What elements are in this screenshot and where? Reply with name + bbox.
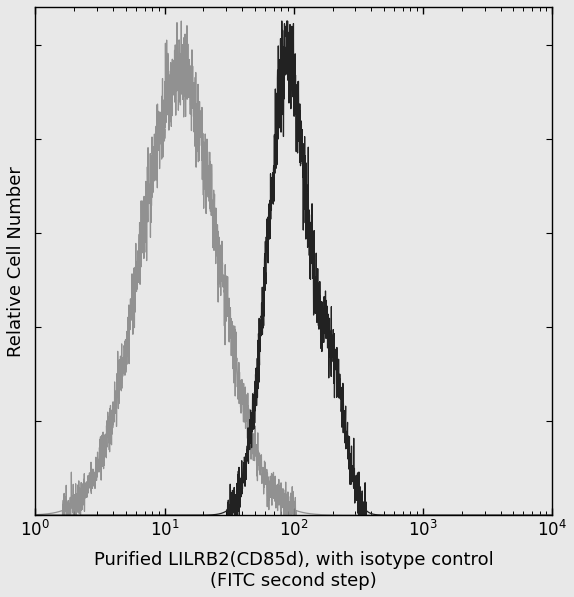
X-axis label: Purified LILRB2(CD85d), with isotype control
(FITC second step): Purified LILRB2(CD85d), with isotype con… (94, 551, 494, 590)
Y-axis label: Relative Cell Number: Relative Cell Number (7, 165, 25, 356)
